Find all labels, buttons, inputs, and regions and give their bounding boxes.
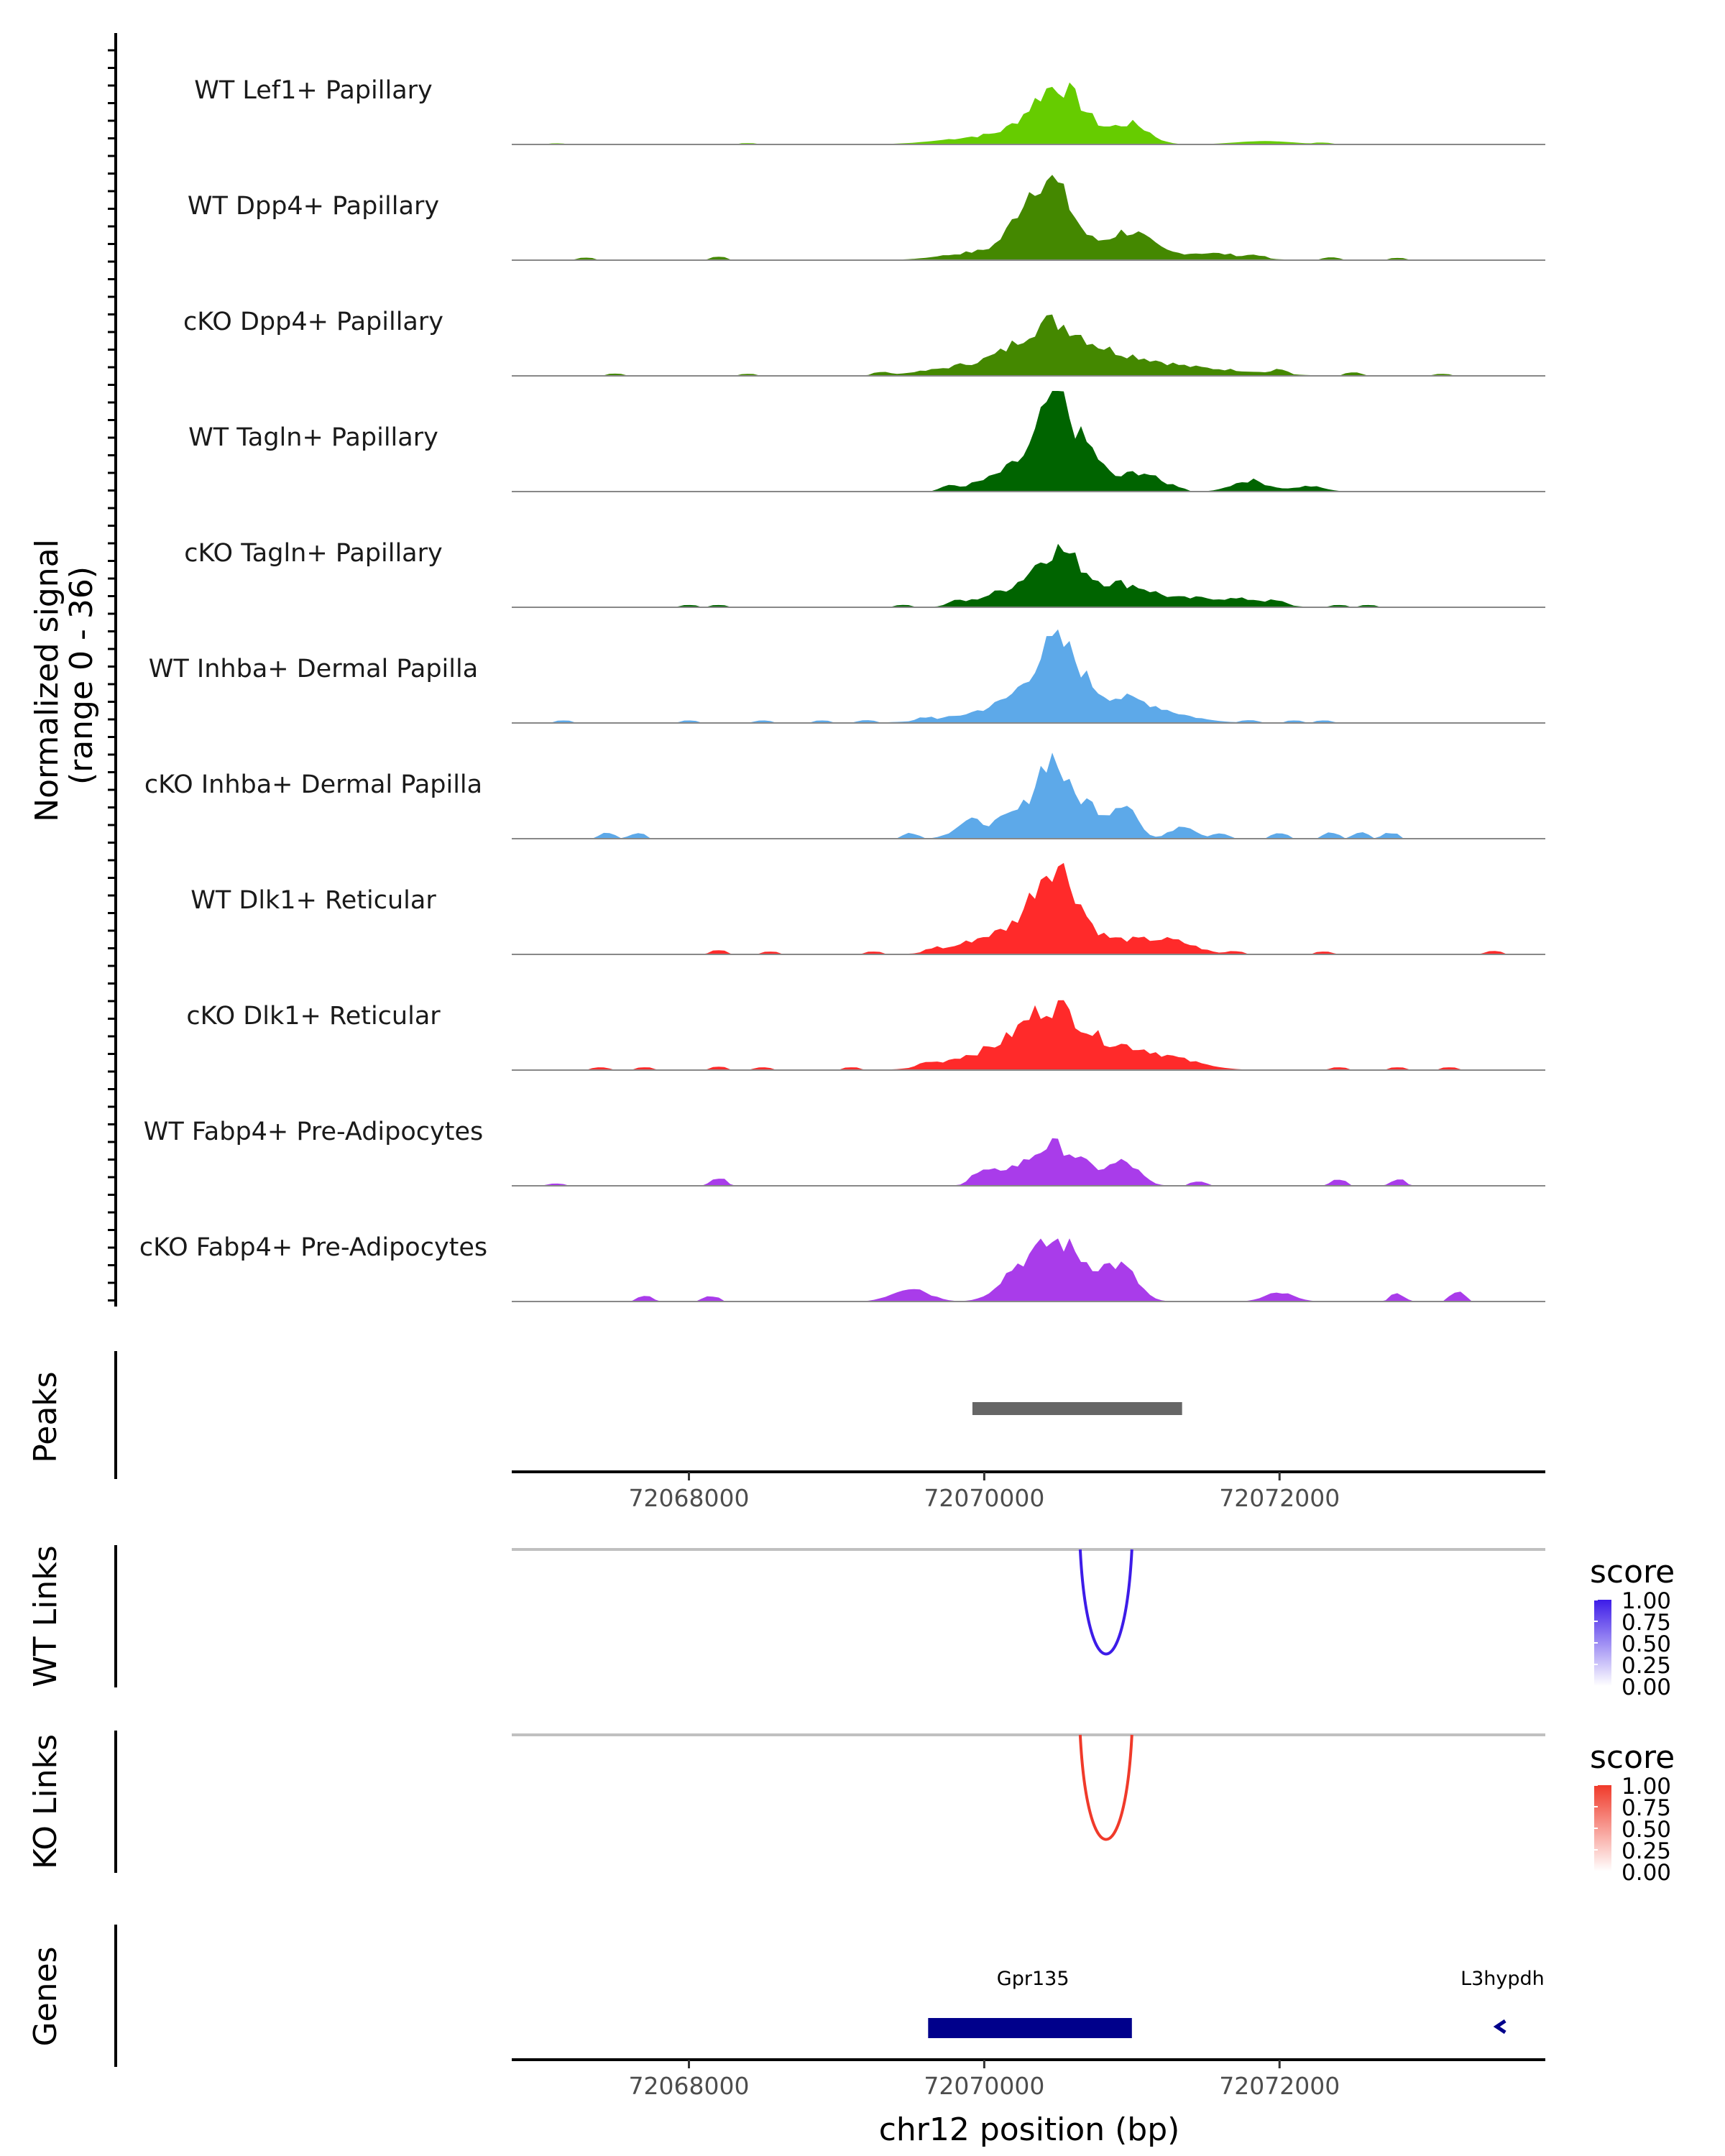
coverage-tracks: WT Lef1+ Papillary WT Dpp4+ Papillary cKO … <box>139 76 1545 1302</box>
coverage-area <box>512 752 1545 839</box>
x-tick-label: 72070000 <box>924 1484 1044 1512</box>
coverage-area <box>512 391 1545 492</box>
gene: Gpr135 <box>928 1968 1132 2038</box>
link-arc <box>1078 1734 1133 1841</box>
coverage-y-ticks <box>108 49 116 1302</box>
legend-tick-label: 1.00 <box>1622 1588 1671 1614</box>
x-tick-label: 72068000 <box>629 1484 750 1512</box>
peaks-track <box>972 1402 1182 1415</box>
gene-strand-arrow <box>1493 2019 1506 2035</box>
coverage-area <box>512 629 1545 723</box>
coverage-track: cKO Tagln+ Papillary <box>184 539 1545 608</box>
legend-title: score <box>1590 1739 1675 1776</box>
link-track-label: KO Links <box>27 1734 64 1869</box>
legend-title: score <box>1590 1554 1675 1590</box>
gene-label: Gpr135 <box>997 1968 1070 1990</box>
coverage-area <box>512 82 1545 144</box>
coverage-y-label-line1: Normalized signal <box>29 539 65 822</box>
peak-region <box>972 1402 1182 1415</box>
x-axis-label: chr12 position (bp) <box>879 2111 1180 2148</box>
gene-body <box>928 2018 1132 2038</box>
track-label: WT Dlk1+ Reticular <box>190 886 436 915</box>
track-label: WT Dpp4+ Papillary <box>188 192 439 221</box>
legend-tick-label: 1.00 <box>1622 1774 1671 1800</box>
coverage-track: WT Tagln+ Papillary <box>188 391 1545 492</box>
track-label: WT Lef1+ Papillary <box>194 76 433 105</box>
legend-tick-label: 0.75 <box>1622 1610 1671 1636</box>
track-label: WT Fabp4+ Pre-Adipocytes <box>144 1118 483 1146</box>
legend-tick-label: 0.25 <box>1622 1653 1671 1679</box>
coverage-area <box>512 862 1545 954</box>
coverage-track: WT Dlk1+ Reticular <box>190 862 1545 955</box>
x-axis-bottom: 72068000 72070000 72072000 <box>512 2058 1545 2100</box>
link-arc <box>1078 1549 1133 1656</box>
coverage-area <box>512 175 1545 260</box>
coverage-track: cKO Inhba+ Dermal Papilla <box>144 752 1545 839</box>
legend-tick-label: 0.25 <box>1622 1838 1671 1864</box>
legend-tick-label: 0.50 <box>1622 1631 1671 1657</box>
track-label: cKO Dlk1+ Reticular <box>186 1002 441 1031</box>
coverage-track: WT Lef1+ Papillary <box>194 76 1545 145</box>
x-tick-label: 72068000 <box>629 2072 750 2100</box>
track-label: WT Tagln+ Papillary <box>188 423 438 452</box>
track-label: cKO Inhba+ Dermal Papilla <box>144 770 482 799</box>
coverage-y-label-line2: (range 0 - 36) <box>63 566 100 785</box>
gene: L3hypdh <box>1460 1968 1545 2035</box>
coverage-area <box>512 543 1545 607</box>
coverage-track: WT Dpp4+ Papillary <box>188 175 1545 261</box>
track-label: WT Inhba+ Dermal Papilla <box>149 655 478 683</box>
coverage-track: cKO Fabp4+ Pre-Adipocytes <box>139 1233 1545 1302</box>
coverage-area <box>512 1138 1545 1186</box>
gene-label: L3hypdh <box>1460 1968 1545 1990</box>
track-label: cKO Dpp4+ Papillary <box>183 308 443 336</box>
track-label: cKO Tagln+ Papillary <box>184 539 443 568</box>
link-track-label: WT Links <box>27 1545 64 1687</box>
coverage-area <box>512 1000 1545 1070</box>
coverage-area <box>512 314 1545 376</box>
legend-tick-label: 0.00 <box>1622 1860 1671 1886</box>
coverage-track: WT Fabp4+ Pre-Adipocytes <box>144 1118 1545 1187</box>
x-axis-middle: 72068000 72070000 72072000 <box>512 1470 1545 1512</box>
genes-track-label: Genes <box>27 1946 64 2046</box>
x-tick-label: 72072000 <box>1219 2072 1340 2100</box>
coverage-track: cKO Dlk1+ Reticular <box>186 1000 1545 1071</box>
coverage-track: cKO Dpp4+ Papillary <box>183 308 1545 377</box>
x-tick-label: 72072000 <box>1219 1484 1340 1512</box>
legend-tick-label: 0.00 <box>1622 1674 1671 1700</box>
legend-tick-label: 0.75 <box>1622 1795 1671 1821</box>
legend-tick-label: 0.50 <box>1622 1817 1671 1843</box>
x-tick-label: 72070000 <box>924 2072 1044 2100</box>
coverage-track: WT Inhba+ Dermal Papilla <box>149 629 1545 724</box>
genes-track: Gpr135 L3hypdh <box>928 1968 1545 2038</box>
coverage-area <box>512 1238 1545 1302</box>
peaks-track-label: Peaks <box>27 1371 64 1462</box>
coverage-y-label: Normalized signal (range 0 - 36) <box>29 529 100 822</box>
track-label: cKO Fabp4+ Pre-Adipocytes <box>139 1233 487 1262</box>
